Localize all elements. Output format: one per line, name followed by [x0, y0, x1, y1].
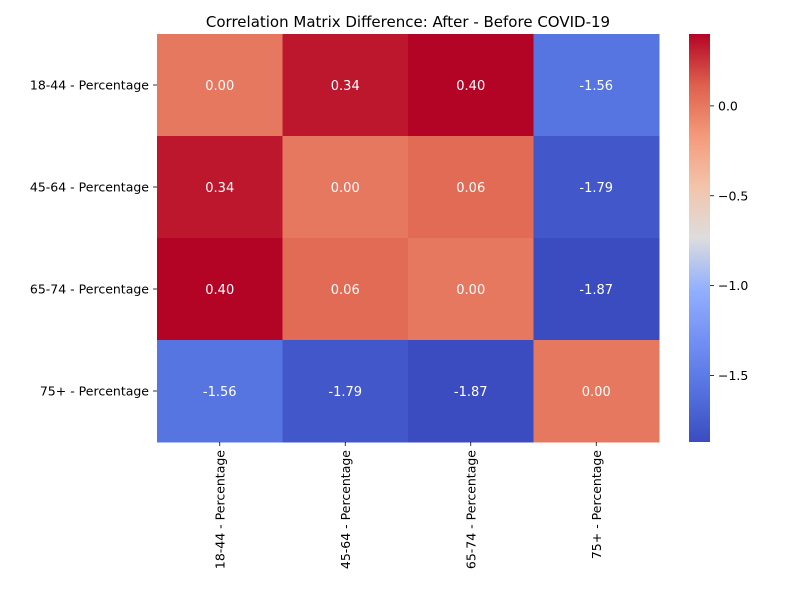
heatmap-cell — [282, 238, 409, 341]
cell-value-label: 0.34 — [205, 181, 234, 196]
heatmap-cell — [157, 136, 283, 239]
colorbar-tick-label: 0.0 — [718, 98, 738, 113]
cell-value-label: 0.00 — [456, 283, 485, 298]
heatmap-cell — [408, 136, 534, 239]
heatmap-cell — [408, 340, 534, 443]
heatmap-cell — [533, 34, 660, 137]
cell-value-label: 0.34 — [331, 79, 360, 94]
cell-value-label: 0.06 — [456, 181, 485, 196]
colorbar-tick-label: −1.0 — [718, 278, 748, 293]
column-label: 45-64 - Percentage — [338, 450, 353, 569]
heatmap-cell — [282, 34, 409, 137]
column-labels: 18-44 - Percentage 45-64 - Percentage 65-7… — [212, 442, 604, 569]
cell-value-label: -1.56 — [579, 79, 613, 94]
cell-value-label: -1.87 — [579, 283, 613, 298]
cell-value-label: 0.00 — [331, 181, 360, 196]
row-label: 65-74 - Percentage — [30, 282, 149, 297]
colorbar: 0.0 −0.5 −1.0 −1.5 — [689, 34, 748, 442]
heatmap-cell — [408, 34, 534, 137]
heatmap-cell — [157, 340, 283, 443]
cell-value-label: -1.56 — [203, 385, 237, 400]
heatmap-cell — [157, 34, 283, 137]
row-labels: 18-44 - Percentage 45-64 - Percentage 65-7… — [30, 78, 157, 399]
column-label: 75+ - Percentage — [589, 450, 604, 559]
cell-value-label: 0.00 — [205, 79, 234, 94]
heatmap-cell — [533, 238, 660, 341]
cell-value-label: 0.40 — [205, 283, 234, 298]
heatmap-cell — [408, 238, 534, 341]
cell-value-label: 0.40 — [456, 79, 485, 94]
heatmap-cell — [533, 136, 660, 239]
heatmap-cell — [157, 238, 283, 341]
cell-value-label: -1.79 — [579, 181, 613, 196]
cell-value-label: -1.87 — [454, 385, 488, 400]
row-label: 18-44 - Percentage — [30, 78, 149, 93]
column-label: 18-44 - Percentage — [212, 450, 227, 569]
chart-title: Correlation Matrix Difference: After - B… — [206, 13, 610, 31]
heatmap-cell — [282, 136, 409, 239]
heatmap-cell — [282, 340, 409, 443]
row-label: 45-64 - Percentage — [30, 180, 149, 195]
cell-value-label: -1.79 — [328, 385, 362, 400]
column-label: 65-74 - Percentage — [463, 450, 478, 569]
colorbar-tick-label: −0.5 — [718, 188, 748, 203]
cell-value-label: 0.00 — [582, 385, 611, 400]
heatmap-cell — [533, 340, 660, 443]
colorbar-tick-label: −1.5 — [718, 368, 748, 383]
row-label: 75+ - Percentage — [40, 384, 149, 399]
colorbar-gradient — [689, 34, 710, 442]
cell-value-label: 0.06 — [331, 283, 360, 298]
heatmap-cells: 0.00 0.34 0.40 -1.56 0.34 0.00 0.06 -1.79 0.40 0.… — [157, 34, 660, 443]
